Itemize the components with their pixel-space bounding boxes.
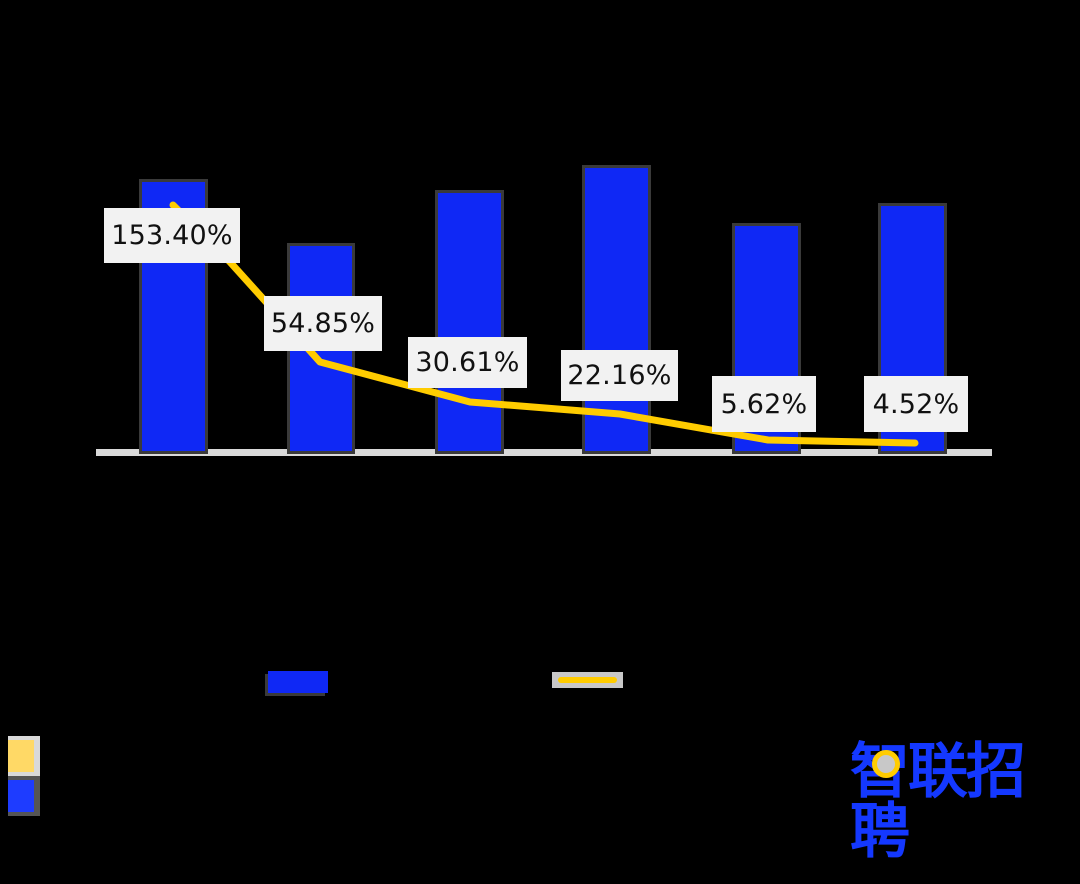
data-label-1: 153.40% [104,208,240,263]
data-label-2: 54.85% [264,296,382,351]
note-swatch-blue [8,776,40,816]
bar-4 [585,168,648,451]
note-swatch-yellow [8,736,40,776]
data-label-4: 22.16% [561,350,678,401]
brand-logo: 智联招聘 [850,737,1026,867]
data-label-6: 4.52% [864,376,968,432]
data-label-5: 5.62% [712,376,816,432]
bar-3 [438,193,501,451]
data-label-3: 30.61% [408,337,527,388]
legend-line-swatch [552,672,623,688]
legend-bar-swatch [268,671,328,693]
logo-dot-icon [872,750,900,778]
x-axis-baseline [96,449,992,456]
